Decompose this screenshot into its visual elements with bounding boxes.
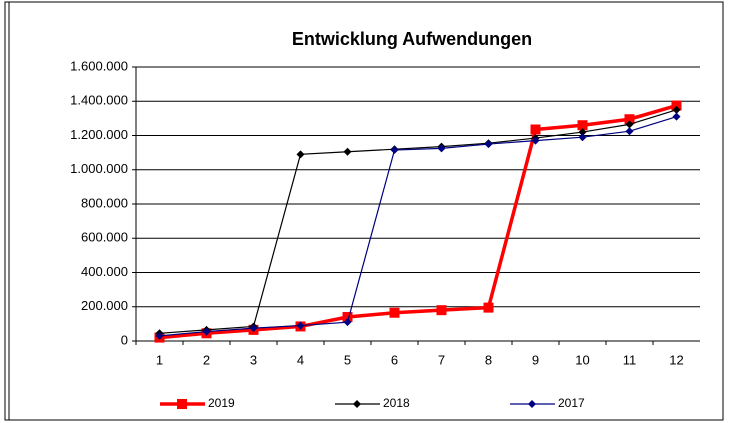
data-point [342, 312, 353, 323]
x-tick-label: 8 [485, 352, 492, 367]
legend-marker [528, 400, 536, 408]
series-line [159, 103, 677, 340]
data-point [624, 114, 635, 125]
x-tick-label: 6 [391, 352, 398, 367]
y-tick-label: 400.000 [81, 264, 128, 279]
y-tick-label: 1.000.000 [70, 161, 128, 176]
data-point [390, 146, 399, 155]
legend-label: 2019 [208, 396, 235, 410]
data-point [625, 127, 634, 136]
chart-title: Entwicklung Aufwendungen [292, 29, 532, 49]
legend-marker [353, 400, 361, 408]
data-point [578, 133, 587, 142]
x-tick-label: 9 [532, 352, 539, 367]
x-tick-label: 11 [623, 352, 637, 367]
data-point [202, 327, 211, 336]
data-point [155, 331, 164, 340]
x-tick-label: 2 [203, 352, 210, 367]
y-tick-label: 0 [121, 332, 128, 347]
data-point [484, 140, 493, 149]
data-point [672, 105, 681, 114]
data-point [343, 147, 352, 156]
data-point [531, 136, 540, 145]
legend-label: 2018 [383, 396, 410, 410]
y-tick-label: 1.200.000 [70, 127, 128, 142]
x-tick-label: 5 [344, 352, 351, 367]
data-point [530, 124, 541, 135]
data-point [578, 128, 587, 137]
y-tick-label: 200.000 [81, 298, 128, 313]
y-tick-label: 1.600.000 [70, 58, 128, 73]
data-point [436, 305, 447, 316]
data-point [389, 307, 400, 318]
y-tick-label: 1.400.000 [70, 93, 128, 108]
data-point [672, 112, 681, 121]
data-point [437, 144, 446, 153]
y-tick-label: 600.000 [81, 230, 128, 245]
x-tick-label: 3 [250, 352, 257, 367]
data-point [296, 150, 305, 159]
data-point [343, 318, 352, 327]
series-line [159, 116, 677, 337]
x-tick-label: 1 [156, 352, 163, 367]
chart-frame [4, 1, 724, 421]
x-tick-label: 12 [669, 352, 683, 367]
series-line [159, 109, 677, 334]
data-point [625, 120, 634, 129]
data-point [249, 324, 258, 333]
data-point [577, 120, 588, 131]
x-tick-label: 7 [438, 352, 445, 367]
legend-marker [177, 399, 187, 409]
x-tick-label: 10 [575, 352, 589, 367]
y-tick-label: 800.000 [81, 195, 128, 210]
legend-label: 2017 [558, 396, 585, 410]
data-point [296, 321, 305, 330]
data-point [671, 100, 682, 111]
data-point [483, 302, 494, 313]
x-tick-label: 4 [297, 352, 304, 367]
